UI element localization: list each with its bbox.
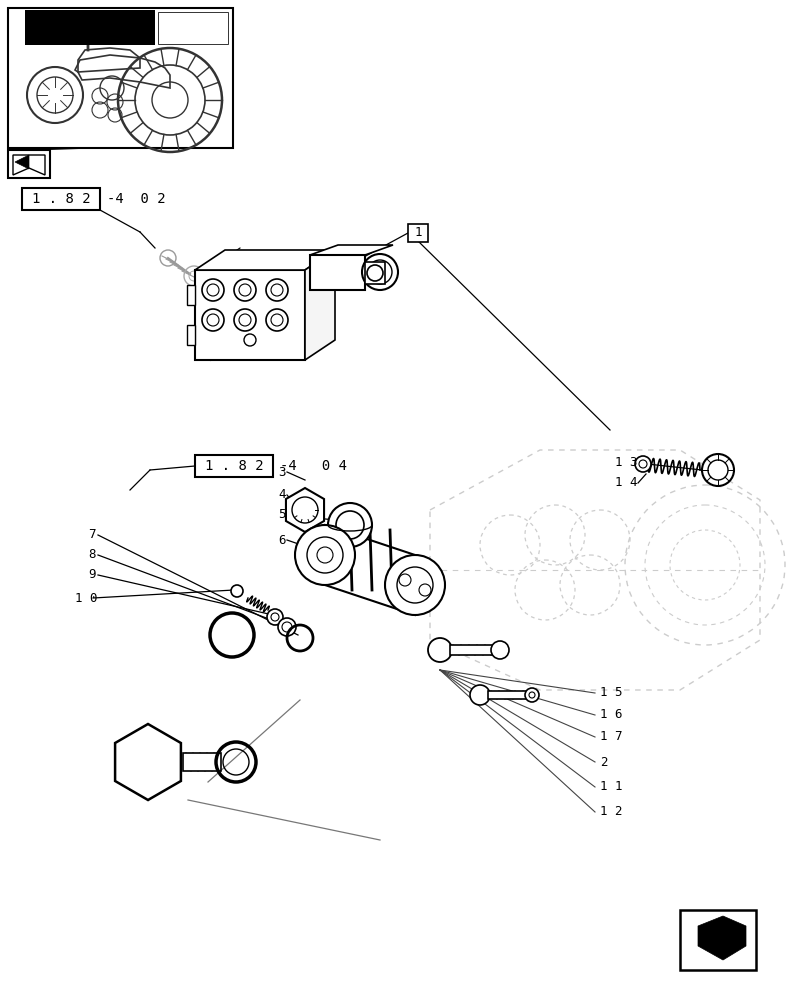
Text: 7: 7	[88, 528, 96, 542]
Circle shape	[367, 265, 383, 281]
Text: 1 3: 1 3	[614, 456, 637, 470]
Bar	[8, 8, 233, 148]
Bar	[679, 910, 755, 970]
Circle shape	[202, 309, 224, 331]
Circle shape	[634, 456, 650, 472]
Bar	[310, 255, 365, 290]
Circle shape	[384, 555, 444, 615]
Text: 1 5: 1 5	[599, 686, 622, 700]
Text: -4   0 4: -4 0 4	[280, 459, 346, 473]
Circle shape	[267, 609, 283, 625]
Circle shape	[230, 585, 242, 597]
Circle shape	[336, 511, 363, 539]
Text: 1 2: 1 2	[599, 805, 622, 818]
Circle shape	[470, 685, 489, 705]
Text: 1 6: 1 6	[599, 708, 622, 722]
Polygon shape	[115, 724, 181, 800]
Circle shape	[525, 688, 539, 702]
Text: 1 . 8 2: 1 . 8 2	[204, 459, 263, 473]
Bar	[407, 224, 427, 242]
Bar	[25, 10, 155, 45]
Bar	[22, 188, 100, 210]
Text: 1 0: 1 0	[75, 591, 97, 604]
Text: 9: 9	[88, 568, 96, 582]
Circle shape	[328, 503, 371, 547]
Circle shape	[202, 279, 224, 301]
Bar	[449, 645, 497, 655]
Circle shape	[491, 641, 508, 659]
Polygon shape	[697, 916, 745, 960]
Circle shape	[427, 638, 452, 662]
Circle shape	[234, 309, 255, 331]
Circle shape	[362, 254, 397, 290]
Circle shape	[702, 454, 733, 486]
Circle shape	[266, 279, 288, 301]
Text: 8: 8	[88, 548, 96, 562]
Text: 1: 1	[414, 227, 421, 239]
Text: 5: 5	[277, 508, 285, 522]
Bar	[187, 325, 195, 345]
Bar	[487, 691, 530, 699]
Circle shape	[234, 279, 255, 301]
Bar	[187, 285, 195, 305]
Circle shape	[266, 309, 288, 331]
Bar	[182, 753, 221, 771]
Polygon shape	[195, 250, 335, 270]
Circle shape	[277, 618, 296, 636]
Text: 3: 3	[277, 466, 285, 479]
Bar	[158, 12, 228, 44]
Text: 1 4: 1 4	[614, 477, 637, 489]
Polygon shape	[285, 488, 324, 532]
Polygon shape	[310, 245, 393, 255]
Circle shape	[294, 525, 354, 585]
Polygon shape	[305, 250, 335, 360]
Text: -4  0 2: -4 0 2	[107, 192, 165, 206]
Bar	[365, 262, 384, 284]
Bar	[195, 455, 272, 477]
Bar	[195, 270, 305, 360]
Text: 1 1: 1 1	[599, 780, 622, 793]
Text: 2: 2	[599, 756, 607, 768]
Bar	[8, 150, 50, 178]
Polygon shape	[15, 155, 29, 169]
Text: 4: 4	[277, 488, 285, 502]
Text: 6: 6	[277, 534, 285, 546]
Text: 1 . 8 2: 1 . 8 2	[32, 192, 90, 206]
Text: 1 7: 1 7	[599, 730, 622, 744]
